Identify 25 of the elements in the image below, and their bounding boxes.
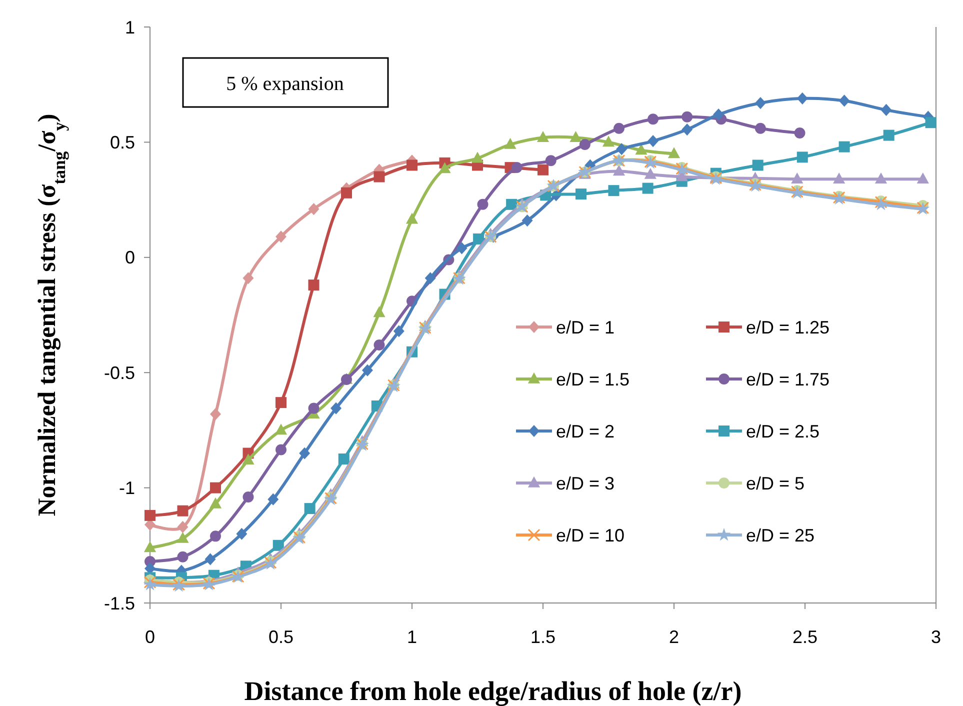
y-tick-label: -0.5 [104,362,135,383]
y-tick-label: 0 [124,248,135,268]
x-tick-label: 2.5 [792,627,818,647]
legend-label: e/D = 1 [556,317,615,338]
legend-label: e/D = 25 [746,525,815,546]
y-tick-label: -1.5 [104,593,135,614]
x-tick-label: 1.5 [530,627,556,647]
legend-label: e/D = 1.25 [746,317,830,338]
legend-label: e/D = 2 [556,421,615,442]
x-axis-title: Distance from hole edge/radius of hole (z/r) [244,676,742,706]
y-tick-label: 0.5 [110,132,135,152]
annotation: 5 % expansion [226,73,344,95]
legend-label: e/D = 2.5 [746,421,820,442]
y-tick-label: 1 [124,17,135,38]
legend-label: e/D = 1.5 [556,369,630,390]
x-tick-label: 3 [930,627,942,647]
x-tick-label: 0 [144,627,156,647]
legend-label: e/D = 1.75 [746,369,830,390]
x-tick-label: 1 [406,627,418,647]
x-tick-label: 2 [668,627,680,647]
legend-label: e/D = 3 [556,473,615,494]
y-tick-label: -1 [118,478,135,498]
x-tick-label: 0.5 [268,627,294,647]
legend-label: e/D = 5 [746,473,805,494]
legend-label: e/D = 10 [556,525,625,546]
